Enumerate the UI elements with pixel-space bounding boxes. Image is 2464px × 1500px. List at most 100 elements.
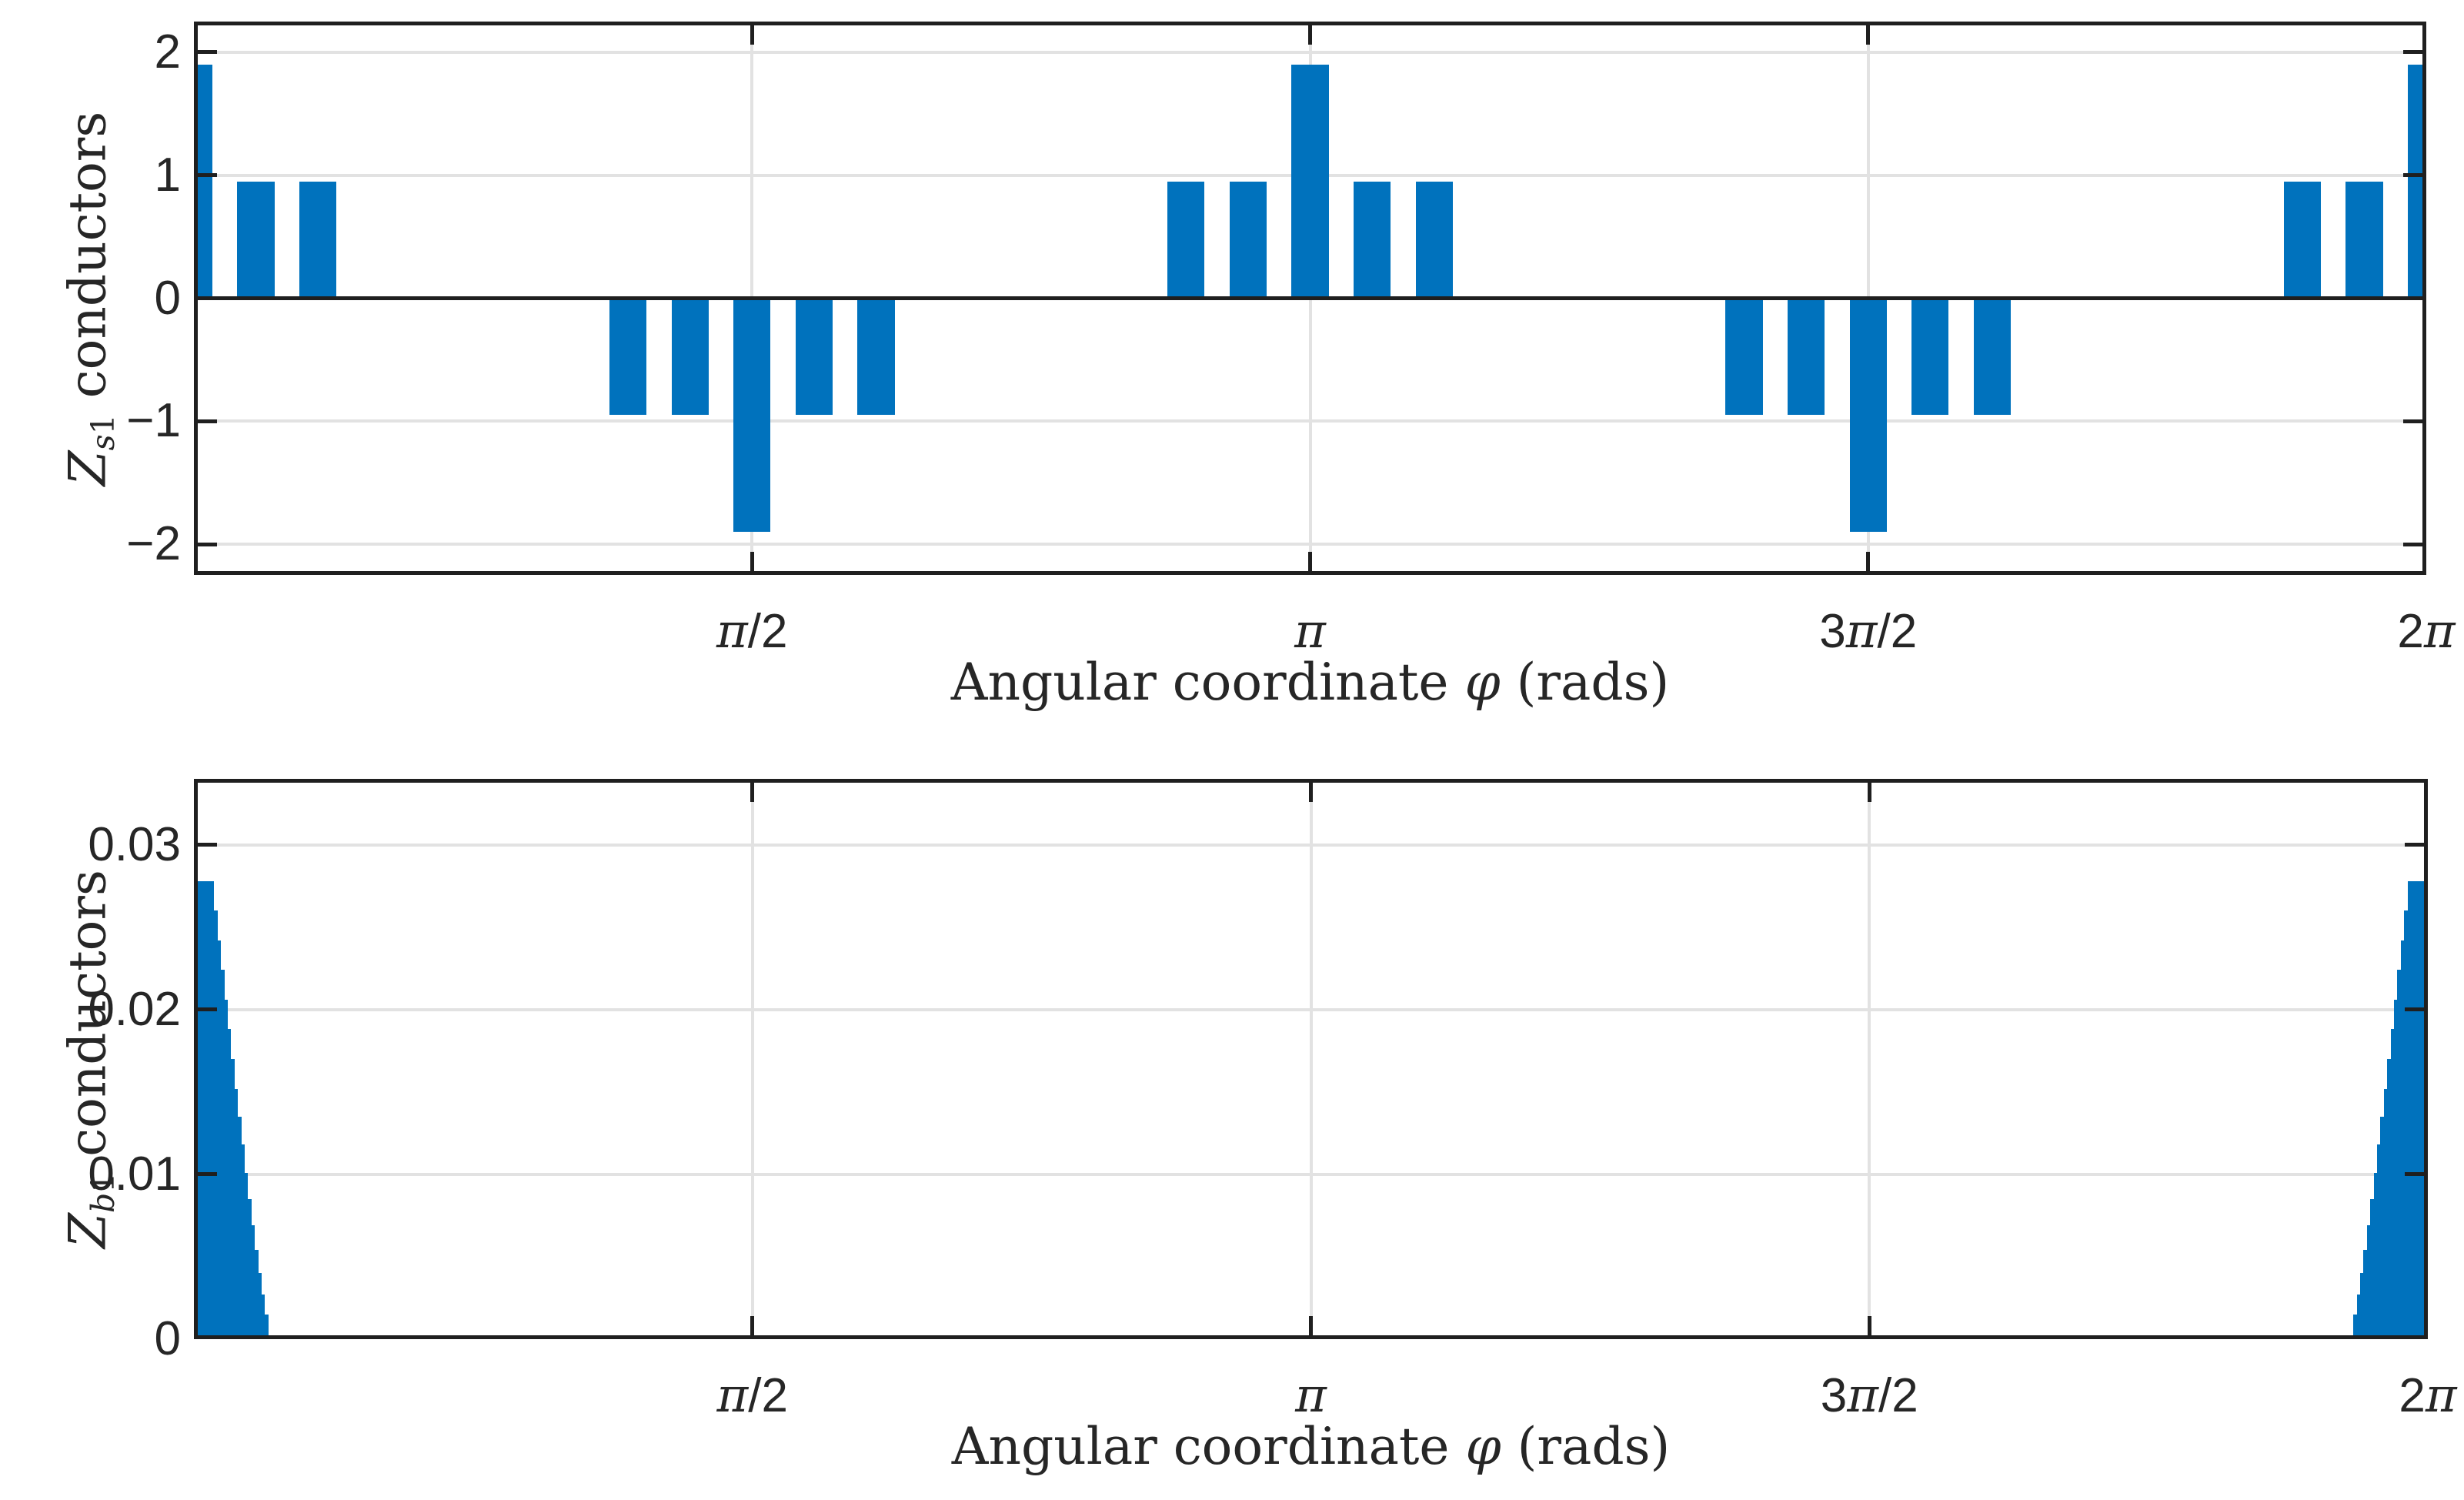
- bar: [857, 298, 895, 416]
- bar: [217, 940, 222, 1339]
- y-tick: [194, 50, 217, 55]
- x-tick-top: [1867, 779, 1871, 802]
- y-tick-right: [2403, 50, 2426, 55]
- y-tick: [194, 296, 217, 300]
- bar: [255, 1250, 259, 1339]
- y-tick: [194, 542, 217, 546]
- bar: [2345, 181, 2383, 299]
- bar: [214, 910, 218, 1339]
- x-axis-label-zs1: Angular coordinate φ (rads): [951, 657, 1669, 708]
- y-tick-label: 1: [154, 148, 181, 202]
- bar: [265, 1314, 269, 1339]
- bar: [1167, 181, 1205, 299]
- y-tick-right: [2403, 296, 2426, 300]
- bar: [1291, 64, 1329, 299]
- y-axis-subscript: b1: [84, 1172, 122, 1213]
- bar: [2359, 1273, 2364, 1339]
- x-axis-label-text: Angular coordinate: [950, 653, 1465, 712]
- y-tick: [194, 173, 217, 178]
- bar: [733, 298, 771, 533]
- x-axis-label-units: (rads): [1500, 653, 1670, 712]
- bar: [1788, 298, 1825, 416]
- bar: [211, 880, 215, 1339]
- x-tick: [2426, 1316, 2428, 1339]
- x-axis-label-text: Angular coordinate: [951, 1417, 1466, 1476]
- y-tick: [194, 1007, 217, 1012]
- bar: [224, 999, 229, 1339]
- x-tick-top: [750, 779, 755, 802]
- x-axis-label-zb1: Angular coordinate φ (rads): [952, 1421, 1670, 1472]
- y-tick-label: 2: [154, 25, 181, 79]
- bar: [1229, 181, 1267, 299]
- x-tick-top: [750, 22, 754, 45]
- bar: [1725, 298, 1763, 416]
- bar: [2393, 999, 2398, 1339]
- x-tick: [1867, 1316, 1871, 1339]
- y-tick-label: −1: [126, 394, 181, 448]
- x-tick-label: π/2: [716, 603, 788, 659]
- bar: [237, 181, 275, 299]
- bar: [1353, 181, 1391, 299]
- bar: [2373, 1172, 2377, 1339]
- bar: [221, 970, 225, 1339]
- x-tick-top: [1308, 22, 1312, 45]
- x-tick-label: π/2: [716, 1367, 788, 1423]
- bar: [207, 880, 211, 1339]
- y-tick-right: [2403, 173, 2426, 178]
- y-tick-right: [2403, 419, 2426, 423]
- x-tick: [1309, 1316, 1313, 1339]
- y-tick-label: −2: [126, 517, 181, 571]
- y-tick: [194, 419, 217, 423]
- y-tick: [194, 1337, 217, 1339]
- bar: [2414, 880, 2418, 1339]
- x-tick-label: π: [1295, 1367, 1327, 1423]
- bar: [2410, 880, 2415, 1339]
- bar: [2400, 940, 2405, 1339]
- x-tick-top: [1309, 779, 1313, 802]
- x-tick-label: 2π: [2399, 1367, 2457, 1423]
- bar: [204, 880, 208, 1339]
- bar: [258, 1273, 262, 1339]
- x-tick-top: [2426, 779, 2428, 802]
- bar: [299, 181, 337, 299]
- x-tick-top: [2424, 22, 2426, 45]
- bar: [2363, 1250, 2367, 1339]
- bar: [2417, 880, 2422, 1339]
- bar: [200, 880, 205, 1339]
- bar: [2397, 970, 2401, 1339]
- x-tick-label: 3π/2: [1820, 1367, 1918, 1423]
- x-tick: [750, 552, 754, 575]
- bar: [262, 1295, 265, 1339]
- gridline-x: [1868, 779, 1871, 1339]
- gridline-x: [1309, 779, 1313, 1339]
- y-axis-label-zb1: Zb1 conductors: [58, 870, 122, 1248]
- bar: [2387, 1059, 2391, 1339]
- x-tick: [1866, 552, 1871, 575]
- bar: [241, 1144, 245, 1339]
- y-axis-label-text: conductors: [58, 870, 118, 1173]
- bar: [234, 1088, 239, 1339]
- bar: [248, 1199, 252, 1339]
- y-tick-right: [2403, 542, 2426, 546]
- phi-symbol: φ: [1465, 1417, 1501, 1476]
- bar: [1415, 181, 1453, 299]
- plot-area-zb1: [194, 779, 2428, 1339]
- y-tick-label: 0: [154, 271, 181, 325]
- y-tick-label: 0.02: [88, 982, 181, 1036]
- gridline-x: [750, 779, 754, 1339]
- y-tick-right: [2405, 1337, 2428, 1339]
- bar: [194, 64, 213, 299]
- bar-baseline: [194, 296, 2426, 300]
- bar: [2404, 910, 2408, 1339]
- phi-symbol: φ: [1464, 653, 1501, 712]
- x-tick: [2424, 552, 2426, 575]
- y-tick-right: [2405, 1172, 2428, 1177]
- bar: [1911, 298, 1949, 416]
- y-tick: [194, 1172, 217, 1177]
- y-tick-label: 0.01: [88, 1147, 181, 1201]
- bar: [2390, 1029, 2394, 1339]
- y-tick-right: [2405, 843, 2428, 847]
- x-tick: [1308, 552, 1312, 575]
